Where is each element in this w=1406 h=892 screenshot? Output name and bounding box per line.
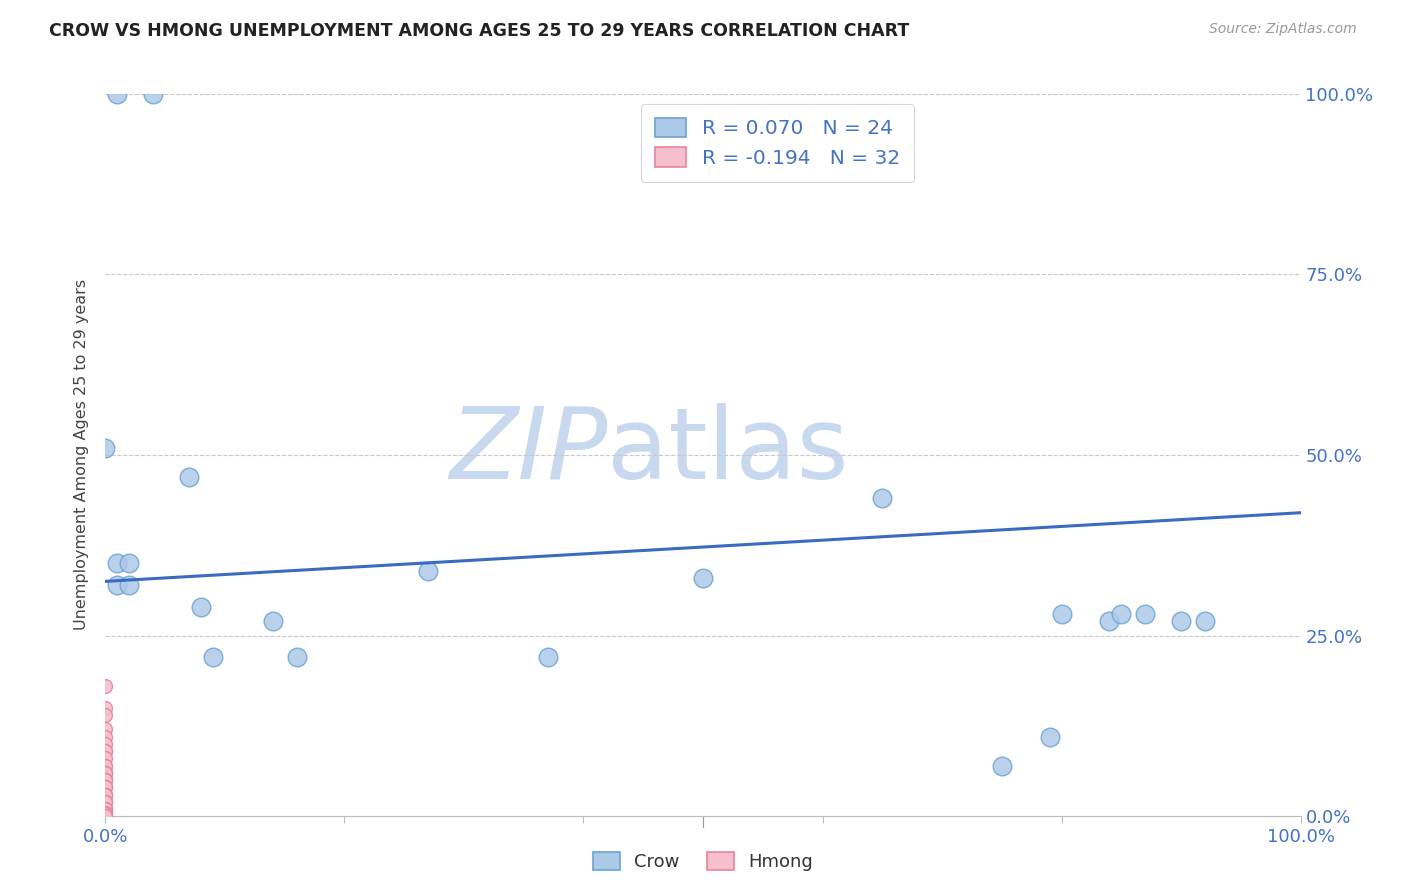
Y-axis label: Unemployment Among Ages 25 to 29 years: Unemployment Among Ages 25 to 29 years xyxy=(75,279,90,631)
Point xyxy=(94,802,117,816)
Point xyxy=(94,780,117,795)
Point xyxy=(692,571,714,585)
Point xyxy=(1194,614,1216,628)
Point xyxy=(94,809,117,823)
Point xyxy=(107,557,129,571)
Point xyxy=(94,744,117,758)
Point xyxy=(285,650,308,665)
Legend: R = 0.070   N = 24, R = -0.194   N = 32: R = 0.070 N = 24, R = -0.194 N = 32 xyxy=(641,103,914,182)
Point xyxy=(142,87,165,101)
Point xyxy=(94,701,117,715)
Point xyxy=(872,491,894,506)
Point xyxy=(418,564,440,578)
Point xyxy=(94,805,117,820)
Point xyxy=(94,737,117,751)
Point xyxy=(177,469,201,483)
Point xyxy=(990,758,1012,772)
Point xyxy=(107,87,129,101)
Point xyxy=(94,772,117,788)
Point xyxy=(94,802,117,816)
Point xyxy=(94,765,117,780)
Point xyxy=(94,730,117,744)
Point xyxy=(202,650,225,665)
Point xyxy=(190,599,212,614)
Point xyxy=(94,788,117,802)
Point xyxy=(94,758,117,772)
Point xyxy=(94,795,117,809)
Point xyxy=(94,441,117,455)
Point xyxy=(94,772,117,788)
Point xyxy=(94,758,117,772)
Point xyxy=(1038,730,1062,744)
Point xyxy=(118,557,141,571)
Point xyxy=(1170,614,1192,628)
Point xyxy=(94,679,117,693)
Point xyxy=(107,578,129,592)
Point xyxy=(94,802,117,816)
Point xyxy=(262,614,284,628)
Point xyxy=(94,780,117,795)
Point xyxy=(1050,607,1073,621)
Point xyxy=(94,772,117,788)
Point xyxy=(94,723,117,737)
Text: atlas: atlas xyxy=(607,403,849,500)
Point xyxy=(94,765,117,780)
Point xyxy=(94,751,117,765)
Point xyxy=(1098,614,1121,628)
Point xyxy=(94,788,117,802)
Text: Source: ZipAtlas.com: Source: ZipAtlas.com xyxy=(1209,22,1357,37)
Point xyxy=(118,578,141,592)
Legend: Crow, Hmong: Crow, Hmong xyxy=(586,846,820,879)
Text: ZIP: ZIP xyxy=(449,403,607,500)
Point xyxy=(1133,607,1156,621)
Point xyxy=(94,807,117,822)
Point xyxy=(1111,607,1133,621)
Point xyxy=(94,765,117,780)
Point xyxy=(94,708,117,723)
Point xyxy=(94,795,117,809)
Point xyxy=(94,780,117,795)
Point xyxy=(94,788,117,802)
Text: CROW VS HMONG UNEMPLOYMENT AMONG AGES 25 TO 29 YEARS CORRELATION CHART: CROW VS HMONG UNEMPLOYMENT AMONG AGES 25… xyxy=(49,22,910,40)
Point xyxy=(94,795,117,809)
Point xyxy=(536,650,558,665)
Point xyxy=(94,744,117,758)
